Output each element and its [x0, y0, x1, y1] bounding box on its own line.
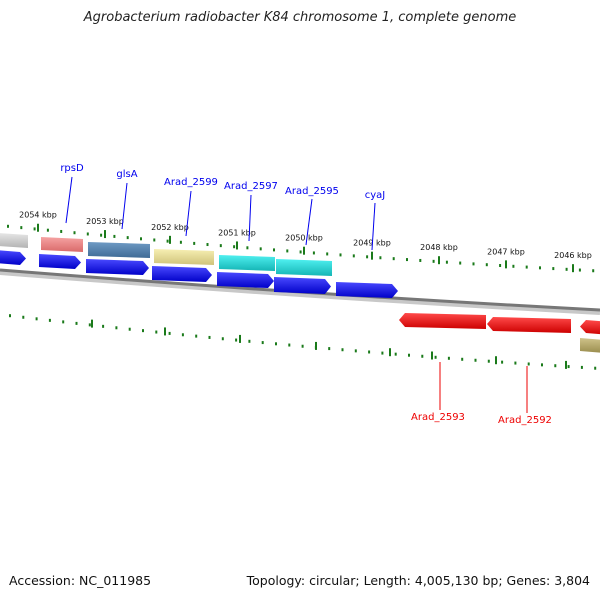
forward-gene-arrow	[336, 282, 398, 298]
gene-label: glsA	[116, 169, 137, 180]
gene-label-leader	[121, 182, 128, 230]
feature-block	[0, 233, 28, 248]
gene-label: Arad_2595	[285, 186, 339, 197]
scale-label: 2054 kbp	[19, 211, 57, 220]
gene-label: Arad_2593	[411, 412, 465, 423]
gene-label: Arad_2592	[498, 415, 552, 426]
accession-text: Accession: NC_011985	[9, 573, 152, 588]
genome-summary-text: Topology: circular; Length: 4,005,130 bp…	[246, 573, 590, 588]
scale-label: 2050 kbp	[285, 234, 323, 243]
reverse-gene-arrow	[487, 317, 571, 333]
scale-label: 2053 kbp	[86, 217, 124, 226]
reverse-gene-arrow	[580, 320, 600, 335]
gene-label: cyaJ	[365, 190, 386, 201]
forward-gene-arrow	[86, 259, 149, 275]
scale-label: 2051 kbp	[218, 228, 256, 237]
feature-block	[154, 249, 214, 265]
gene-label-leader	[371, 202, 376, 251]
forward-gene-arrow	[217, 272, 274, 288]
scale-label: 2047 kbp	[487, 247, 525, 256]
scale-label: 2046 kbp	[554, 251, 592, 260]
gene-label: Arad_2597	[224, 181, 278, 192]
gene-label-leader	[65, 176, 73, 224]
forward-gene-arrow	[39, 254, 81, 269]
feature-block	[219, 255, 275, 271]
scale-label: 2052 kbp	[151, 223, 189, 232]
gene-label: Arad_2599	[164, 177, 218, 188]
gene-label-leader	[248, 194, 252, 242]
gene-label-leader	[185, 190, 192, 237]
forward-gene-arrow	[152, 266, 212, 282]
forward-gene-arrow	[274, 277, 331, 294]
forward-gene-arrow	[0, 250, 26, 265]
reverse-gene-arrow	[399, 313, 486, 329]
gene-label-leader	[305, 198, 313, 246]
feature-block	[276, 259, 332, 276]
feature-block	[580, 338, 600, 353]
backbone-shadow	[0, 269, 600, 315]
feature-block	[88, 242, 150, 258]
scale-label: 2048 kbp	[420, 243, 458, 252]
gene-label: rpsD	[60, 163, 84, 174]
map-title: Agrobacterium radiobacter K84 chromosome…	[83, 10, 517, 25]
feature-block	[41, 237, 83, 252]
